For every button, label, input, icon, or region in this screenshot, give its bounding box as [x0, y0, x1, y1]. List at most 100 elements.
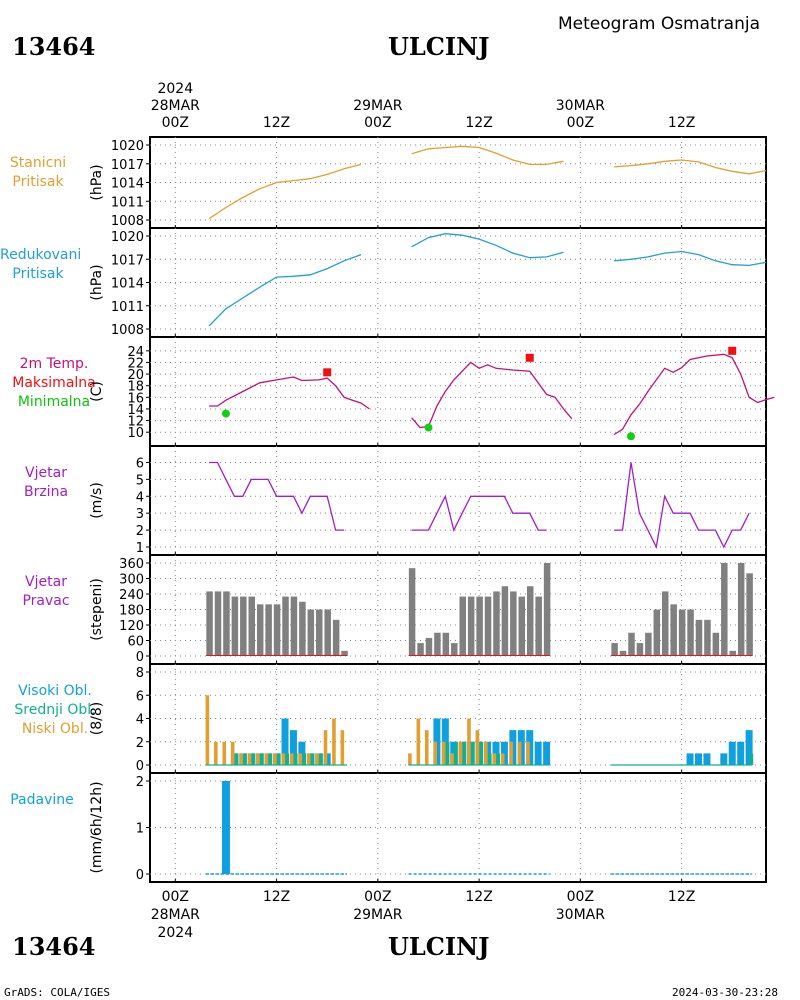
wind-direction-bar — [256, 604, 264, 656]
series-line-wind_speed — [411, 494, 547, 532]
date-label: 29MAR — [353, 907, 402, 923]
wind-direction-bar — [687, 609, 694, 656]
y-tick-label: 180 — [119, 604, 144, 619]
cloud-bar-mid_cloud — [488, 753, 492, 765]
wind-direction-bar — [273, 604, 281, 656]
cloud-bar-mid_cloud — [302, 753, 306, 765]
year-label: 2024 — [157, 925, 193, 941]
wind-direction-bar — [619, 650, 627, 656]
series-line-temperature — [613, 353, 775, 436]
y-tick-label: 0 — [136, 868, 144, 883]
wind-direction-bar — [628, 632, 635, 656]
cloud-bar-low_cloud — [408, 753, 412, 765]
wind-speed-label-2: Brzina — [23, 484, 69, 500]
cloud-bar-mid_cloud — [293, 753, 298, 765]
wind-direction-bar — [645, 632, 652, 656]
y-tick-label: 1011 — [111, 300, 144, 315]
wind-direction-bar — [611, 643, 618, 656]
year-label: 2024 — [157, 81, 193, 97]
maximum-marker — [323, 368, 332, 377]
wind-direction-bar — [459, 596, 466, 656]
series-line-wind_speed — [614, 462, 750, 550]
cloud-bar-low_cloud — [517, 741, 522, 765]
cloud-bar-low_cloud — [306, 753, 311, 765]
wind-direction-bar — [451, 643, 458, 656]
cloud-bar-low_cloud — [492, 753, 497, 765]
y-tick-label: 22 — [127, 356, 144, 371]
footer-timestamp: 2024-03-30-23:28 — [672, 986, 778, 999]
y-tick-label: 16 — [127, 391, 144, 406]
y-tick-label: 120 — [119, 619, 144, 634]
unit-label-precip: (mm/6h/12h) — [89, 781, 105, 873]
series-line-reduced_pressure — [614, 250, 767, 267]
y-tick-label: 240 — [119, 588, 144, 603]
y-tick-label: 6 — [136, 689, 144, 704]
y-tick-label: 4 — [136, 713, 144, 728]
wind-direction-bar — [307, 609, 315, 656]
cloud-bar-high_cloud — [703, 753, 711, 765]
time-tick-label: 12Z — [263, 889, 290, 905]
series-line-station_pressure — [411, 145, 564, 166]
y-tick-label: 1020 — [111, 230, 144, 245]
station-pressure-label: Stanicni Pritisak — [0, 154, 76, 192]
cloud-bar-mid_cloud — [749, 753, 754, 765]
station-pressure-label-2: Pritisak — [12, 174, 64, 190]
wind-direction-bar — [526, 586, 534, 656]
station-pressure-label-1: Stanicni — [9, 155, 67, 171]
cloud-bar-mid_cloud — [260, 753, 264, 765]
cloud-bar-mid_cloud — [251, 753, 256, 765]
y-tick-label: 2 — [136, 775, 144, 790]
cloud-bar-low_cloud — [424, 730, 429, 765]
cloud-bar-low_cloud — [289, 753, 294, 765]
cloud-bar-low_cloud — [441, 741, 446, 765]
y-tick-label: 1017 — [111, 253, 144, 268]
time-tick-label: 00Z — [567, 115, 594, 131]
time-tick-label: 12Z — [263, 115, 290, 131]
series-line-wind_speed — [209, 461, 345, 531]
cloud-bar-low_cloud — [509, 741, 513, 765]
cloud-bar-mid_cloud — [319, 753, 323, 765]
wind-speed-label: Vjetar Brzina — [0, 464, 92, 502]
cloud-bar-mid_cloud — [462, 741, 467, 765]
y-tick-label: 20 — [127, 368, 144, 383]
wind-direction-label-1: Vjetar — [25, 574, 67, 590]
time-tick-label: 00Z — [567, 889, 594, 905]
time-tick-label: 00Z — [364, 115, 391, 131]
cloud-bar-low_cloud — [526, 741, 530, 765]
cloud-bar-low_cloud — [222, 741, 227, 765]
y-tick-label: 10 — [127, 426, 144, 441]
time-tick-label: 00Z — [364, 889, 391, 905]
wind-direction-bar — [324, 609, 331, 656]
reduced-pressure-label-2: Pritisak — [12, 266, 64, 282]
wind-direction-bar — [695, 619, 703, 656]
cloud-bar-low_cloud — [500, 753, 505, 765]
wind-direction-bar — [737, 563, 745, 656]
clouds-label-3: Niski Obl. — [21, 721, 89, 737]
reduced-pressure-label: Redukovani Pritisak — [0, 246, 82, 284]
time-tick-label: 00Z — [162, 889, 189, 905]
series-line-station_pressure — [614, 159, 767, 175]
cloud-bar-low_cloud — [315, 753, 319, 765]
wind-direction-bar — [231, 596, 239, 656]
y-tick-label: 3 — [136, 507, 144, 522]
unit-label-reduced_pressure: (hPa) — [89, 264, 105, 300]
time-tick-label: 12Z — [465, 115, 492, 131]
wind-direction-bar — [721, 563, 728, 656]
wind-direction-bar — [206, 591, 213, 656]
precip-bar — [221, 781, 230, 874]
unit-label-wind_speed: (m/s) — [89, 482, 105, 519]
cloud-bar-high_cloud — [737, 741, 745, 765]
clouds-label-1: Visoki Obl. — [18, 683, 92, 699]
y-tick-label: 8 — [136, 666, 144, 681]
y-tick-label: 360 — [119, 557, 144, 572]
y-tick-label: 0 — [136, 759, 144, 774]
wind-direction-bar — [518, 596, 526, 656]
reduced-pressure-label-1: Redukovani — [0, 247, 82, 263]
y-tick-label: 0 — [136, 650, 144, 665]
footer-station-id: 13464 — [12, 932, 96, 961]
precip-label-1: Padavine — [10, 792, 74, 808]
wind-direction-bar — [223, 591, 230, 656]
y-tick-label: 4 — [136, 490, 144, 505]
wind-direction-bar — [299, 601, 306, 656]
wind-direction-bar — [214, 591, 222, 656]
